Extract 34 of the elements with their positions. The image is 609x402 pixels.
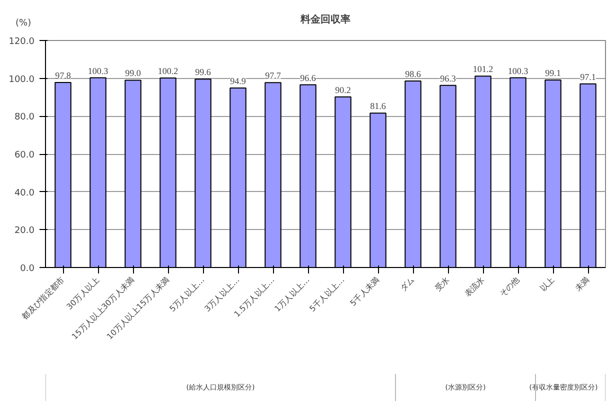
- y-tick-label: 120.0: [8, 37, 35, 47]
- data-label: 100.3: [88, 66, 109, 76]
- y-tick-label: 20.0: [14, 226, 35, 236]
- data-label: 90.2: [335, 84, 351, 95]
- data-label: 99.1: [545, 68, 561, 78]
- data-label: 100.2: [158, 66, 178, 76]
- y-tick-label: 40.0: [14, 188, 35, 198]
- data-label: 97.7: [265, 70, 282, 81]
- data-label: 98.6: [405, 68, 422, 79]
- data-label: 97.1: [580, 72, 596, 82]
- data-label: 96.3: [440, 73, 456, 84]
- x-tick-label: その他: [498, 275, 522, 299]
- data-label: 97.8: [55, 70, 72, 80]
- data-label: 100.3: [508, 66, 529, 76]
- data-label: 101.2: [472, 64, 494, 74]
- x-tick-label: ダム: [398, 275, 416, 293]
- y-tick-label: 60.0: [14, 150, 35, 160]
- y-tick-label: 100.0: [8, 74, 35, 85]
- x-tick-label: 未満: [574, 275, 592, 293]
- chart-title: 料金回収率: [300, 14, 350, 26]
- data-label: 96.6: [300, 72, 316, 83]
- x-tick-label: 5千人未満: [348, 275, 382, 308]
- x-tick-label: 5千人以上…: [308, 275, 346, 314]
- data-label: 81.6: [370, 101, 386, 112]
- data-label: 94.9: [230, 76, 246, 86]
- y-tick-label: 0.0: [20, 264, 35, 274]
- data-label: 99.0: [125, 68, 142, 78]
- x-tick-label: 以上: [538, 275, 556, 293]
- x-tick-label: 受水: [434, 275, 452, 293]
- y-tick-label: 80.0: [14, 112, 35, 123]
- x-tick-label: 表流水: [462, 275, 486, 299]
- x-tick-label: 都及び指定都市: [20, 275, 66, 322]
- y-axis-title: (%): [16, 18, 32, 28]
- data-label: 99.6: [195, 67, 212, 78]
